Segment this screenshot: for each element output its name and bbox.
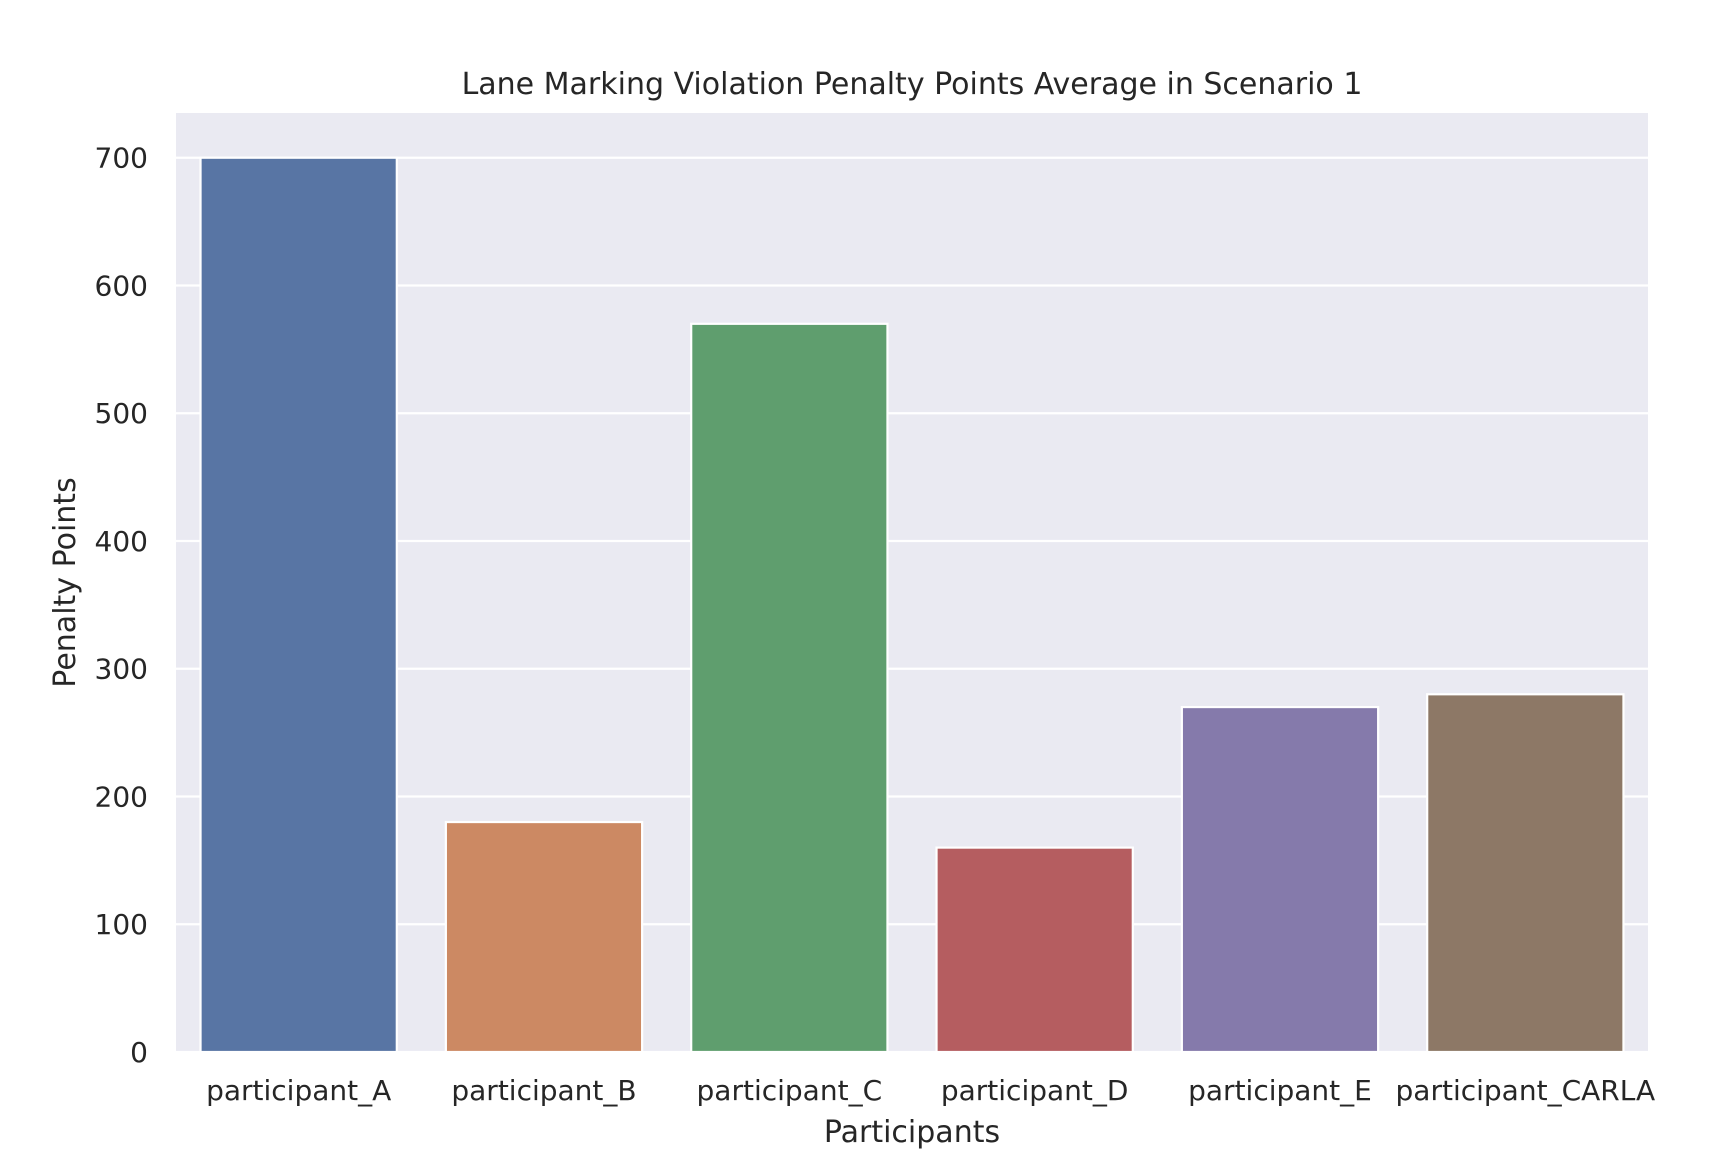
chart-title: Lane Marking Violation Penalty Points Av…	[462, 67, 1363, 102]
bar-participant_C	[690, 322, 889, 1054]
y-tick-label: 300	[95, 653, 148, 686]
bars	[199, 156, 1625, 1054]
x-axis-label: Participants	[824, 1115, 1000, 1150]
y-tick-label: 200	[95, 780, 148, 813]
y-tick-label: 600	[95, 269, 148, 302]
x-tick-label: participant_B	[451, 1074, 636, 1107]
x-tick-label: participant_D	[941, 1074, 1129, 1107]
y-tick-label: 0	[130, 1036, 148, 1069]
x-tick-label: participant_C	[697, 1074, 883, 1107]
y-tick-label: 400	[95, 525, 148, 558]
y-tick-labels: 0 100 200 300 400 500 600 700	[95, 142, 148, 1069]
y-tick-label: 700	[95, 142, 148, 175]
bar-participant_E	[1180, 705, 1380, 1054]
y-tick-label: 500	[95, 397, 148, 430]
bar-participant_A	[199, 156, 398, 1054]
bar-participant_CARLA	[1426, 693, 1625, 1054]
gridlines	[176, 156, 1648, 1054]
x-tick-labels: participant_A participant_B participant_C p…	[206, 1074, 1655, 1107]
plot-area	[176, 113, 1648, 1052]
bar-participant_B	[444, 820, 644, 1054]
x-tick-label: participant_E	[1188, 1074, 1372, 1107]
y-tick-label: 100	[95, 908, 148, 941]
bar-participant_D	[935, 846, 1134, 1054]
x-tick-label: participant_A	[206, 1074, 391, 1107]
x-tick-label: participant_CARLA	[1396, 1074, 1656, 1107]
y-axis-label: Penalty Points	[48, 477, 83, 687]
